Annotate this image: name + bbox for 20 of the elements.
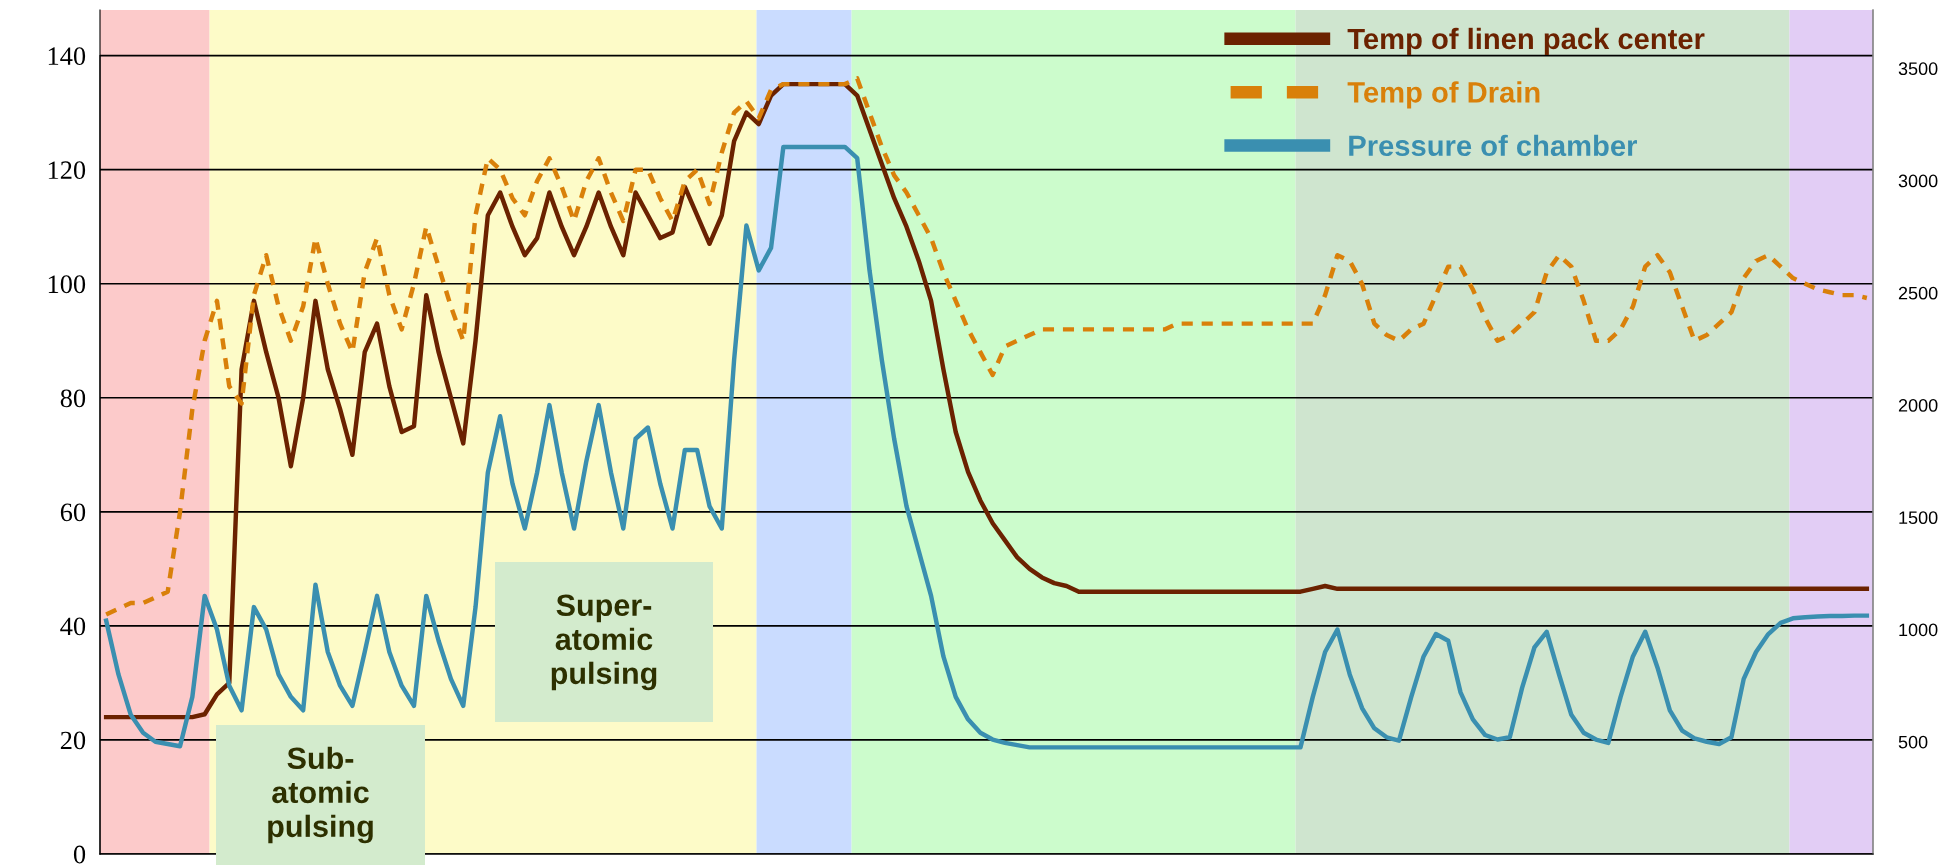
y2-tick-label: 2500	[1898, 286, 1938, 300]
y-tick-label: 100	[48, 275, 86, 294]
y-tick-label: 80	[60, 389, 86, 408]
y-tick-label: 120	[48, 161, 86, 180]
y-tick-label: 0	[73, 845, 86, 864]
y2-tick-label: 1000	[1899, 623, 1938, 637]
legend-label: Temp of Drain	[1347, 81, 1540, 109]
legend-label: Temp of linen pack center	[1347, 27, 1705, 55]
y-tick-label: 40	[60, 617, 86, 636]
y2-tick-label: 2000	[1898, 399, 1938, 412]
y2-tick-label: 3000	[1898, 174, 1938, 188]
y2-tick-label: 3500	[1898, 62, 1938, 76]
annotation: Sub- atomic pulsing	[268, 746, 373, 844]
annotation: Super- atomic pulsing	[551, 594, 657, 691]
y-tick-label: 140	[48, 47, 86, 66]
legend-label: Pressure of chamber	[1349, 134, 1638, 157]
y-tick-label: 20	[60, 731, 86, 750]
y2-tick-label: 1500	[1899, 511, 1938, 525]
y2-tick-label: 500	[1898, 735, 1928, 749]
y-tick-label: 60	[60, 503, 86, 522]
